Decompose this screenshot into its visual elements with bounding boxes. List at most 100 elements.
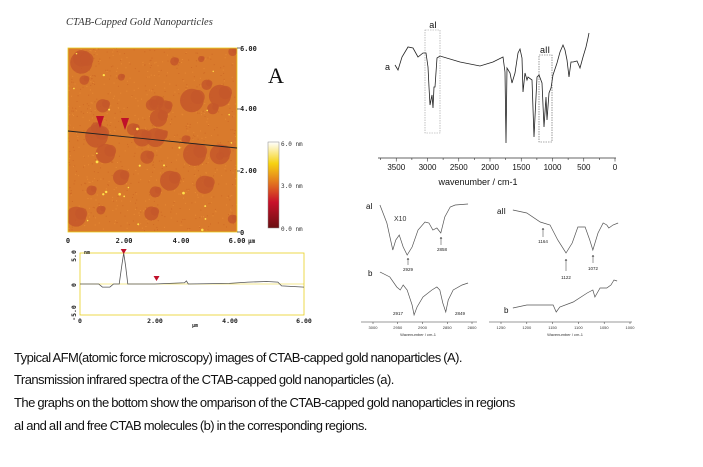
x-tick: 1100 <box>574 325 583 330</box>
ir-spectrum-a <box>394 32 590 144</box>
profile-x-tick: 6.00 <box>296 317 312 325</box>
x-tick: 1150 <box>548 325 557 330</box>
ir-x-tick: 1500 <box>512 163 530 172</box>
peak-label: 2917 <box>393 311 404 316</box>
spectrum-line-aII <box>512 209 619 254</box>
x-tick: 3000 <box>369 325 379 330</box>
panel-label-a: A <box>268 63 284 88</box>
series-label-ai: aI <box>366 202 373 211</box>
colorbar-label: 0.0 nm <box>281 226 303 233</box>
afm-y-tick: 4.00 <box>240 105 257 113</box>
marker-triangle <box>121 118 129 130</box>
height-profile <box>80 249 305 288</box>
spectrum-line <box>394 32 590 144</box>
colorbar-label: 6.0 nm <box>281 141 303 148</box>
scale-factor-label: X10 <box>394 216 407 223</box>
region-box-ai <box>424 29 441 134</box>
afm-particle <box>204 205 207 208</box>
ir-x-tick: 2000 <box>481 163 499 172</box>
x-tick: 1250 <box>497 325 507 330</box>
ir-x-tick: 3500 <box>387 163 405 172</box>
afm-x-tick: 6.00 <box>229 237 246 245</box>
afm-particle <box>104 190 108 194</box>
profile-y-tick: 0 <box>70 283 78 287</box>
afm-height-image <box>68 48 237 232</box>
afm-particle <box>75 52 78 55</box>
afm-particle <box>95 160 99 164</box>
marker-triangle <box>96 116 104 128</box>
ir-x-tick: 3000 <box>419 163 437 172</box>
afm-particle <box>182 191 185 195</box>
afm-x-tick: 4.00 <box>173 237 190 245</box>
series-label-a: a <box>385 62 390 72</box>
afm-particle <box>127 186 130 189</box>
profile-marker <box>153 276 160 281</box>
afm-particle <box>118 192 121 196</box>
series-label-aii: aII <box>497 207 506 216</box>
afm-x-tick: 0 <box>66 237 70 245</box>
afm-y-tick: 6.00 <box>240 45 257 53</box>
ir-x-tick: 1000 <box>544 163 562 172</box>
profile-y-unit: nm <box>84 250 90 256</box>
profile-x-tick: 2.00 <box>147 317 163 325</box>
ir-region-aii-plot: 1250 1200 1150 1100 1050 1000 <box>489 209 636 330</box>
aii-x-axis-label: Wavenumber / cm-1 <box>547 332 584 337</box>
region-box-aii <box>538 54 553 143</box>
afm-particle <box>138 164 141 167</box>
x-tick: 1200 <box>522 325 532 330</box>
caption-line: Typical AFM(atomic force microscopy) ima… <box>14 350 463 365</box>
afm-particle <box>123 195 126 198</box>
afm-particle <box>206 109 209 112</box>
x-tick: 2900 <box>418 325 428 330</box>
peak-arrows <box>406 227 595 271</box>
afm-particle <box>178 146 181 149</box>
region-label-aii: aII <box>540 45 550 55</box>
peak-label: 2849 <box>455 311 466 316</box>
afm-particle <box>201 228 204 232</box>
ai-x-axis-label: Wavenumber / cm-1 <box>400 332 437 337</box>
caption-line: Transmission infrared spectra of the CTA… <box>14 372 394 387</box>
scan-line <box>67 130 238 149</box>
afm-particle <box>163 164 166 167</box>
profile-line <box>80 252 305 288</box>
ir-x-axis-label: wavenumber / cm-1 <box>437 177 517 187</box>
x-tick: 2800 <box>468 325 478 330</box>
height-colorbar <box>267 141 280 229</box>
peak-label: 1122 <box>561 275 571 280</box>
afm-particle <box>86 219 89 222</box>
afm-particle <box>230 142 233 144</box>
peak-label: 1164 <box>538 239 548 244</box>
afm-y-tick: 2.00 <box>240 167 257 175</box>
series-label-b: b <box>368 269 373 278</box>
afm-particle <box>204 217 207 220</box>
afm-particle <box>102 73 106 77</box>
profile-y-tick: 5.0 <box>70 250 78 262</box>
afm-y-tick: 0 <box>240 229 244 237</box>
ir-region-ai-plot: 3000 2950 2900 2850 2800 <box>361 203 478 330</box>
spectrum-line-b <box>379 271 469 317</box>
peak-label: 2929 <box>403 267 414 272</box>
x-tick: 1050 <box>600 325 610 330</box>
afm-particle <box>228 113 230 116</box>
x-tick: 1000 <box>626 325 636 330</box>
spectrum-line-aI <box>379 203 469 256</box>
peak-label: 2858 <box>437 247 448 252</box>
profile-x-tick: 0 <box>78 317 82 325</box>
profile-x-tick: 4.00 <box>222 317 238 325</box>
x-tick: 2850 <box>443 325 453 330</box>
ir-x-tick: 0 <box>613 163 618 172</box>
ir-x-tick: 2500 <box>450 163 468 172</box>
profile-x-unit: μm <box>192 323 198 329</box>
series-label-b: b <box>504 306 509 315</box>
afm-x-tick: 2.00 <box>116 237 133 245</box>
ir-x-tick: 500 <box>577 163 591 172</box>
profile-marker <box>120 249 127 254</box>
spectrum-line-b <box>512 279 618 313</box>
colorbar-label: 3.0 nm <box>281 183 303 190</box>
afm-particle <box>137 223 140 226</box>
afm-particle <box>212 70 214 73</box>
afm-title: CTAB-Capped Gold Nanoparticles <box>66 17 213 28</box>
region-label-ai: aI <box>429 20 437 30</box>
afm-x-unit: μm <box>248 238 256 245</box>
caption-line: aI and aII and free CTAB molecules (b) i… <box>14 418 367 433</box>
